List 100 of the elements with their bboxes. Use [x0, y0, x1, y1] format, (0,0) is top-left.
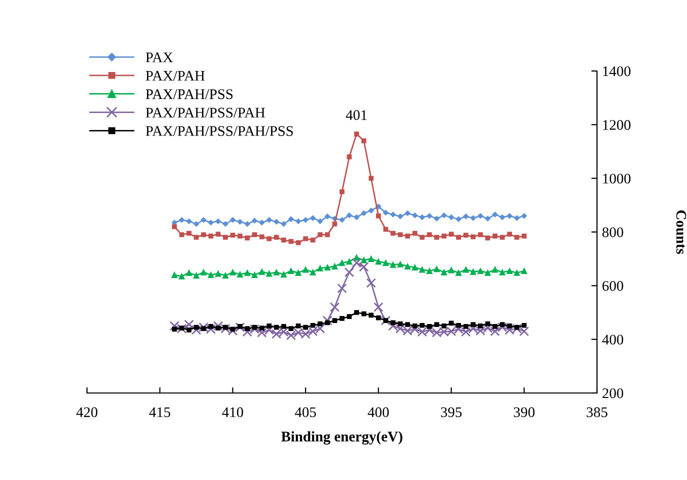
point: [499, 214, 506, 220]
point: [368, 208, 374, 214]
point: [303, 236, 308, 242]
point: [434, 234, 440, 240]
point: [376, 315, 381, 320]
y-tick-label: 400: [602, 334, 624, 345]
point: [456, 234, 462, 240]
point: [318, 232, 323, 238]
point: [405, 234, 410, 238]
point: [178, 273, 185, 280]
point: [186, 328, 192, 332]
point: [337, 283, 347, 294]
point: [360, 257, 367, 264]
point: [404, 263, 411, 270]
point: [324, 264, 331, 271]
point: [186, 218, 192, 224]
point: [281, 324, 286, 329]
x-tick-label: 410: [222, 407, 244, 418]
point: [310, 238, 316, 242]
point: [317, 265, 324, 272]
point: [448, 266, 454, 274]
point: [274, 324, 279, 330]
x-axis-title: Binding energy(eV): [281, 431, 402, 445]
legend-label: PAX: [146, 52, 173, 62]
point: [463, 324, 468, 329]
legend-label: PAX/PAH/PSS/PAH/PSS: [146, 126, 293, 136]
point: [244, 326, 250, 332]
point: [346, 212, 352, 218]
point: [273, 269, 280, 276]
point: [346, 258, 352, 265]
point: [404, 210, 410, 216]
point: [295, 218, 302, 224]
point: [478, 232, 483, 238]
point: [230, 269, 236, 276]
point: [376, 213, 381, 218]
point: [186, 270, 192, 276]
point: [397, 261, 404, 268]
point: [288, 268, 294, 274]
point: [352, 258, 362, 268]
legend-label: PAX/PAH: [146, 70, 205, 81]
point: [338, 260, 346, 266]
point: [477, 268, 484, 274]
point: [506, 268, 513, 274]
point: [426, 268, 433, 274]
point: [296, 323, 301, 328]
point: [266, 270, 272, 277]
point: [252, 218, 258, 224]
legend-label: PAX/PAH/PSS: [146, 89, 233, 100]
point: [216, 232, 221, 237]
point: [426, 213, 432, 219]
point: [374, 302, 384, 312]
point: [171, 272, 178, 278]
point: [485, 235, 490, 240]
point: [470, 234, 476, 240]
point: [281, 238, 286, 242]
point: [266, 217, 272, 223]
point: [339, 217, 345, 223]
point: [354, 132, 360, 136]
point: [280, 221, 287, 227]
point: [332, 318, 338, 323]
point: [310, 215, 316, 221]
point: [201, 232, 206, 238]
point: [358, 262, 369, 272]
point: [366, 278, 376, 288]
point: [456, 322, 462, 328]
point: [216, 326, 221, 330]
point: [344, 267, 354, 278]
point: [235, 322, 245, 332]
point: [420, 234, 425, 240]
y-tick-label: 1400: [603, 66, 630, 76]
point: [521, 268, 528, 274]
point: [258, 268, 265, 275]
point: [420, 322, 425, 328]
point: [222, 234, 228, 240]
point: [230, 217, 236, 223]
point: [346, 314, 352, 319]
point: [514, 234, 520, 240]
point: [274, 219, 280, 225]
point: [514, 324, 520, 330]
point: [280, 271, 287, 278]
y-tick-label: 1000: [603, 174, 630, 184]
point: [193, 221, 200, 227]
x-tick-label: 415: [149, 407, 170, 418]
point: [236, 271, 244, 278]
point: [295, 270, 302, 276]
point: [200, 269, 207, 276]
point: [361, 138, 366, 144]
point: [426, 232, 432, 238]
point: [244, 235, 250, 240]
point: [184, 320, 194, 330]
point: [340, 189, 344, 194]
point: [274, 234, 279, 240]
point: [470, 215, 476, 221]
point: [266, 236, 272, 242]
point: [507, 323, 512, 328]
point: [361, 210, 367, 216]
point: [238, 234, 242, 238]
point: [456, 216, 462, 222]
point: [390, 230, 396, 236]
legend-label: PAX/PAH/PSS/PAH: [146, 108, 265, 118]
